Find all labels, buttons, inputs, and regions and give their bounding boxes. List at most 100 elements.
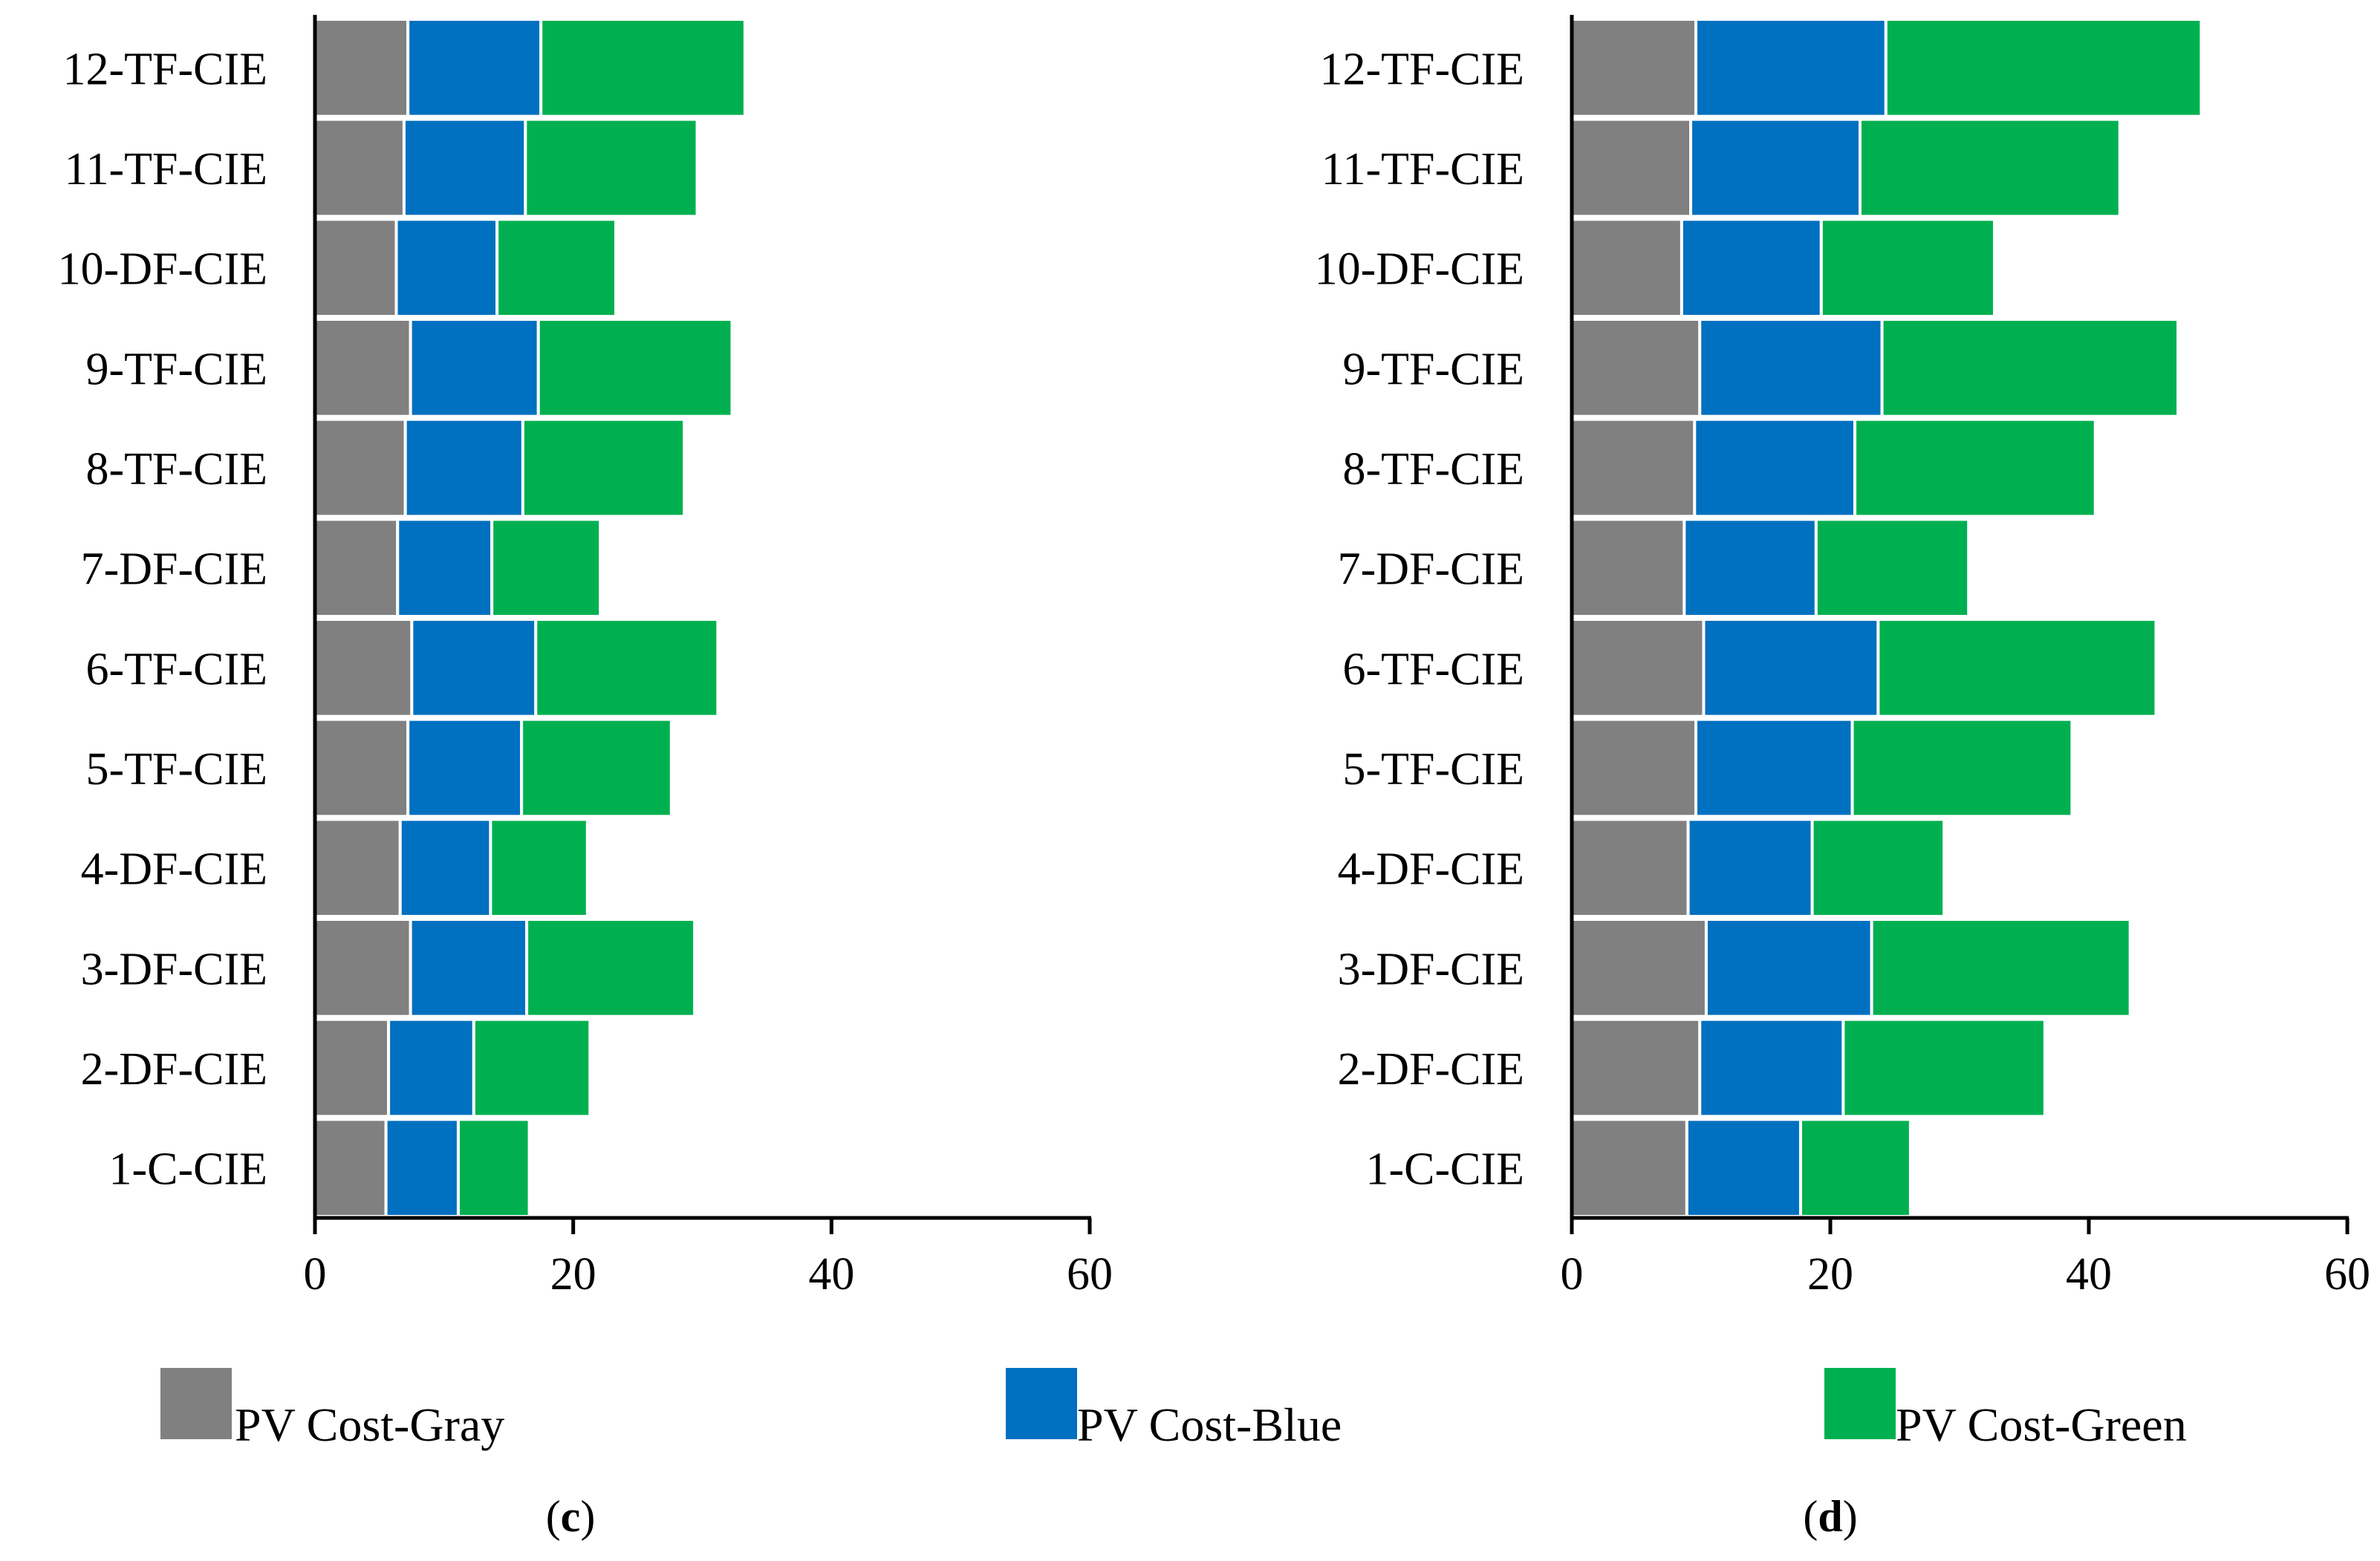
bar-d-4-DF-CIE-gray (1570, 818, 1690, 919)
x-tick-label: 60 (2324, 1249, 2370, 1300)
bar-d-7-DF-CIE-blue (1682, 518, 1818, 618)
x-tick-label: 40 (808, 1249, 854, 1300)
bar-d-7-DF-CIE-green (1814, 518, 1971, 618)
category-label: 2-DF-CIE (1338, 1044, 1524, 1095)
bar-d-12-TF-CIE-blue (1694, 18, 1888, 118)
legend: PV Cost-Gray PV Cost-Blue PV Cost-Green (160, 1368, 2187, 1451)
category-label: 4-DF-CIE (1338, 844, 1524, 895)
bar-c-7-DF-CIE-gray (313, 518, 400, 618)
bar-c-3-DF-CIE-blue (409, 918, 529, 1018)
bar-d-9-TF-CIE-green (1880, 318, 2180, 418)
bar-d-3-DF-CIE-green (1870, 918, 2132, 1018)
bar-c-8-TF-CIE-gray (313, 417, 407, 518)
bar-c-11-TF-CIE-gray (313, 117, 406, 218)
bar-c-5-TF-CIE-gray (313, 717, 410, 818)
bar-d-12-TF-CIE-gray (1570, 18, 1698, 118)
bar-d-2-DF-CIE-green (1841, 1017, 2046, 1118)
bar-d-5-TF-CIE-green (1850, 717, 2074, 818)
category-label: 5-TF-CIE (1342, 744, 1524, 795)
category-label: 10-DF-CIE (58, 244, 267, 295)
category-label: 3-DF-CIE (81, 944, 267, 994)
bar-c-4-DF-CIE-gray (313, 818, 402, 919)
category-label: 9-TF-CIE (85, 344, 267, 394)
bar-d-2-DF-CIE-gray (1570, 1017, 1702, 1118)
bar-d-6-TF-CIE-green (1876, 618, 2158, 718)
bar-c-5-TF-CIE-green (520, 717, 673, 818)
bar-d-3-DF-CIE-gray (1570, 918, 1708, 1018)
bar-d-11-TF-CIE-green (1859, 117, 2121, 218)
category-label: 2-DF-CIE (81, 1044, 267, 1095)
bar-c-10-DF-CIE-blue (394, 218, 499, 319)
panel-label-c: (c) (546, 1492, 596, 1541)
x-tick-label: 40 (2066, 1249, 2112, 1300)
x-tick-label: 0 (1561, 1249, 1584, 1300)
bar-d-11-TF-CIE-gray (1570, 117, 1693, 218)
x-tick-label: 60 (1067, 1249, 1113, 1300)
bar-d-3-DF-CIE-blue (1704, 918, 1873, 1018)
x-tick-label: 20 (1807, 1249, 1853, 1300)
bar-d-8-TF-CIE-green (1853, 417, 2097, 518)
bar-c-6-TF-CIE-blue (410, 618, 538, 718)
bar-c-7-DF-CIE-blue (396, 518, 494, 618)
bar-d-1-C-CIE-green (1798, 1118, 1912, 1219)
bar-c-8-TF-CIE-green (521, 417, 686, 518)
legend-swatch-blue (1006, 1368, 1077, 1439)
bar-d-1-C-CIE-gray (1570, 1118, 1688, 1219)
category-label: 9-TF-CIE (1342, 344, 1524, 394)
bar-d-10-DF-CIE-blue (1680, 218, 1823, 319)
category-label: 12-TF-CIE (1319, 44, 1524, 94)
bar-c-1-C-CIE-blue (384, 1118, 460, 1219)
bar-c-9-TF-CIE-green (536, 318, 734, 418)
bar-c-3-DF-CIE-green (525, 918, 697, 1018)
bar-c-11-TF-CIE-green (524, 117, 699, 218)
category-label: 10-DF-CIE (1315, 244, 1524, 295)
chart-panel-c: 1-C-CIE 2-DF-CIE 3-DF-CIE 4-DF-CIE 5-TF-CIE 6… (58, 15, 1113, 1300)
bar-d-2-DF-CIE-blue (1698, 1017, 1845, 1118)
bar-d-9-TF-CIE-gray (1570, 318, 1702, 418)
legend-swatch-gray (160, 1368, 232, 1439)
legend-label-gray: PV Cost-Gray (235, 1398, 504, 1451)
bar-d-10-DF-CIE-gray (1570, 218, 1683, 319)
category-label: 8-TF-CIE (1342, 444, 1524, 495)
category-label: 8-TF-CIE (85, 444, 267, 495)
category-label: 6-TF-CIE (1342, 644, 1524, 694)
bar-c-9-TF-CIE-gray (313, 318, 412, 418)
bar-c-5-TF-CIE-blue (406, 717, 524, 818)
legend-swatch-green (1824, 1368, 1896, 1439)
bar-c-9-TF-CIE-blue (409, 318, 540, 418)
category-label: 7-DF-CIE (81, 544, 267, 595)
bar-c-1-C-CIE-gray (313, 1118, 388, 1219)
bar-d-4-DF-CIE-green (1810, 818, 1946, 919)
category-label: 6-TF-CIE (85, 644, 267, 694)
x-tick-label: 0 (304, 1249, 327, 1300)
bar-c-12-TF-CIE-green (539, 18, 747, 118)
x-tick-label: 20 (550, 1249, 596, 1300)
bar-c-4-DF-CIE-blue (398, 818, 492, 919)
bar-d-9-TF-CIE-blue (1698, 318, 1884, 418)
bar-c-2-DF-CIE-gray (313, 1017, 391, 1118)
bar-c-1-C-CIE-green (456, 1118, 531, 1219)
bar-c-10-DF-CIE-gray (313, 218, 398, 319)
bar-d-1-C-CIE-blue (1685, 1118, 1802, 1219)
category-label: 5-TF-CIE (85, 744, 267, 795)
bar-d-5-TF-CIE-blue (1694, 717, 1854, 818)
bar-c-10-DF-CIE-green (495, 218, 618, 319)
category-label: 11-TF-CIE (1321, 144, 1524, 195)
bar-c-4-DF-CIE-green (489, 818, 589, 919)
bar-d-10-DF-CIE-green (1819, 218, 1996, 319)
bar-c-2-DF-CIE-green (472, 1017, 592, 1118)
bar-d-8-TF-CIE-gray (1570, 417, 1697, 518)
bar-d-8-TF-CIE-blue (1693, 417, 1857, 518)
category-label: 11-TF-CIE (65, 144, 267, 195)
bar-d-5-TF-CIE-gray (1570, 717, 1698, 818)
bar-d-4-DF-CIE-blue (1686, 818, 1814, 919)
panel-label-d: (d) (1803, 1492, 1857, 1541)
bar-c-6-TF-CIE-gray (313, 618, 414, 718)
chart-panel-d: 1-C-CIE 2-DF-CIE 3-DF-CIE 4-DF-CIE 5-TF-CIE 6… (1315, 15, 2370, 1300)
bar-c-12-TF-CIE-blue (406, 18, 543, 118)
bar-c-12-TF-CIE-gray (313, 18, 410, 118)
legend-label-blue: PV Cost-Blue (1077, 1398, 1342, 1451)
category-label: 4-DF-CIE (81, 844, 267, 895)
bar-c-3-DF-CIE-gray (313, 918, 412, 1018)
